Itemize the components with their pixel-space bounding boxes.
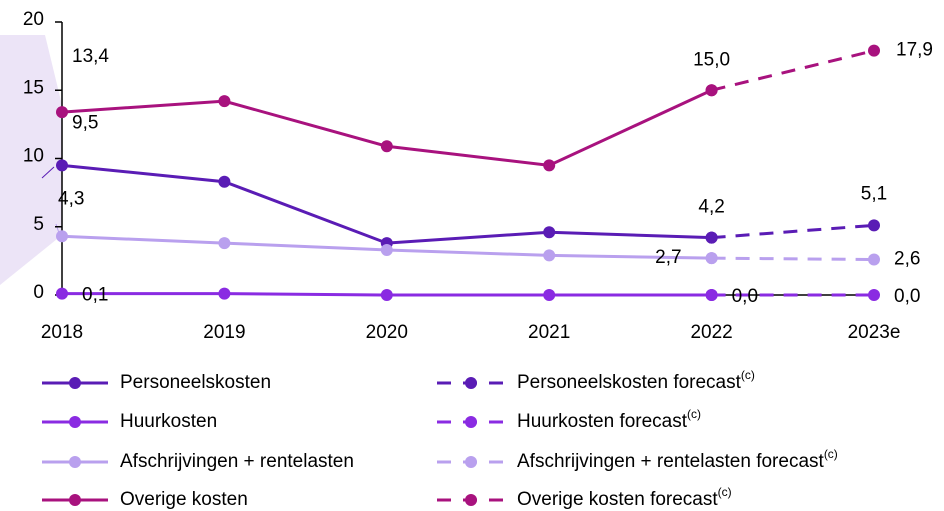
data-label: 0,0: [894, 286, 920, 307]
data-label: 2,7: [655, 247, 681, 268]
data-point: [543, 226, 556, 239]
legend-marker: [465, 377, 477, 389]
label-connector: [41, 166, 55, 179]
legend-name: Personeelskosten forecast: [517, 372, 742, 393]
data-point: [380, 289, 393, 301]
legend-name: Huurkosten forecast: [517, 411, 688, 432]
data-label: 15,0: [693, 49, 730, 70]
data-label: 2,6: [894, 249, 920, 270]
x-tick-label: 2020: [366, 322, 408, 343]
legend-label: Personeelskosten forecast(c): [517, 368, 755, 393]
y-tick-label: 15: [23, 77, 44, 98]
data-point: [705, 231, 718, 244]
legend-marker: [465, 494, 477, 506]
legend-footnote: (c): [687, 407, 701, 421]
legend-footnote: (c): [741, 368, 755, 382]
x-tick-label: 2021: [528, 322, 570, 343]
data-label: 17,9: [896, 40, 933, 61]
data-point: [218, 95, 231, 108]
data-label: 4,3: [58, 188, 84, 209]
data-point: [543, 289, 556, 301]
y-tick-label: 0: [33, 282, 44, 303]
data-point: [218, 175, 231, 188]
legend-name: Afschrijvingen + rentelasten forecast: [517, 451, 825, 472]
data-point: [543, 249, 556, 262]
legend-label: Huurkosten forecast(c): [517, 407, 701, 432]
data-point: [868, 219, 880, 232]
data-point: [56, 159, 68, 172]
decor-wedge: [0, 35, 62, 285]
series-line: [61, 163, 712, 245]
legend-name: Overige kosten forecast: [517, 489, 718, 510]
data-point: [56, 230, 68, 243]
legend-marker: [465, 456, 477, 468]
legend-label: Personeelskosten: [120, 372, 271, 393]
legend-name: Overige kosten: [120, 489, 248, 510]
legend-marker: [465, 416, 477, 428]
legend-name: Huurkosten: [120, 411, 217, 432]
data-point: [56, 287, 68, 300]
data-point: [868, 44, 880, 57]
data-point: [218, 237, 231, 250]
data-point: [218, 287, 231, 300]
y-tick-label: 20: [23, 9, 44, 30]
data-point: [380, 140, 393, 153]
data-label: 4,2: [698, 197, 724, 218]
legend-marker: [69, 416, 81, 428]
legend-label: Afschrijvingen + rentelasten: [120, 451, 354, 472]
data-point: [543, 159, 556, 172]
series-line: [711, 256, 875, 262]
legend-marker: [69, 377, 81, 389]
data-label: 9,5: [72, 112, 98, 133]
data-point: [705, 289, 718, 301]
legend-footnote: (c): [824, 447, 838, 461]
legend-label: Overige kosten forecast(c): [517, 485, 732, 510]
data-point: [868, 289, 880, 301]
data-label: 0,0: [732, 286, 758, 307]
data-point: [56, 106, 68, 119]
legend-name: Afschrijvingen + rentelasten: [120, 451, 354, 472]
x-tick-label: 2023e: [848, 322, 901, 343]
legend-label: Afschrijvingen + rentelasten forecast(c): [517, 447, 838, 472]
series-line: [711, 49, 875, 92]
y-tick-label: 10: [23, 146, 44, 167]
legend-name: Personeelskosten: [120, 372, 271, 393]
y-tick-label: 5: [33, 214, 44, 235]
x-tick-label: 2022: [690, 322, 732, 343]
legend-label: Overige kosten: [120, 489, 248, 510]
data-label: 5,1: [861, 183, 887, 204]
series-line: [61, 88, 713, 167]
x-tick-label: 2018: [41, 322, 83, 343]
legend-marker: [69, 494, 81, 506]
data-point: [868, 253, 880, 266]
data-point: [705, 252, 718, 265]
legend-footnote: (c): [718, 485, 732, 499]
legend-label: Huurkosten: [120, 411, 217, 432]
legend-marker: [69, 456, 81, 468]
data-point: [380, 243, 393, 256]
x-tick-label: 2019: [203, 322, 245, 343]
data-label: 13,4: [72, 46, 109, 67]
series-line: [711, 223, 875, 240]
data-point: [705, 84, 718, 97]
data-label: 0,1: [82, 285, 108, 306]
